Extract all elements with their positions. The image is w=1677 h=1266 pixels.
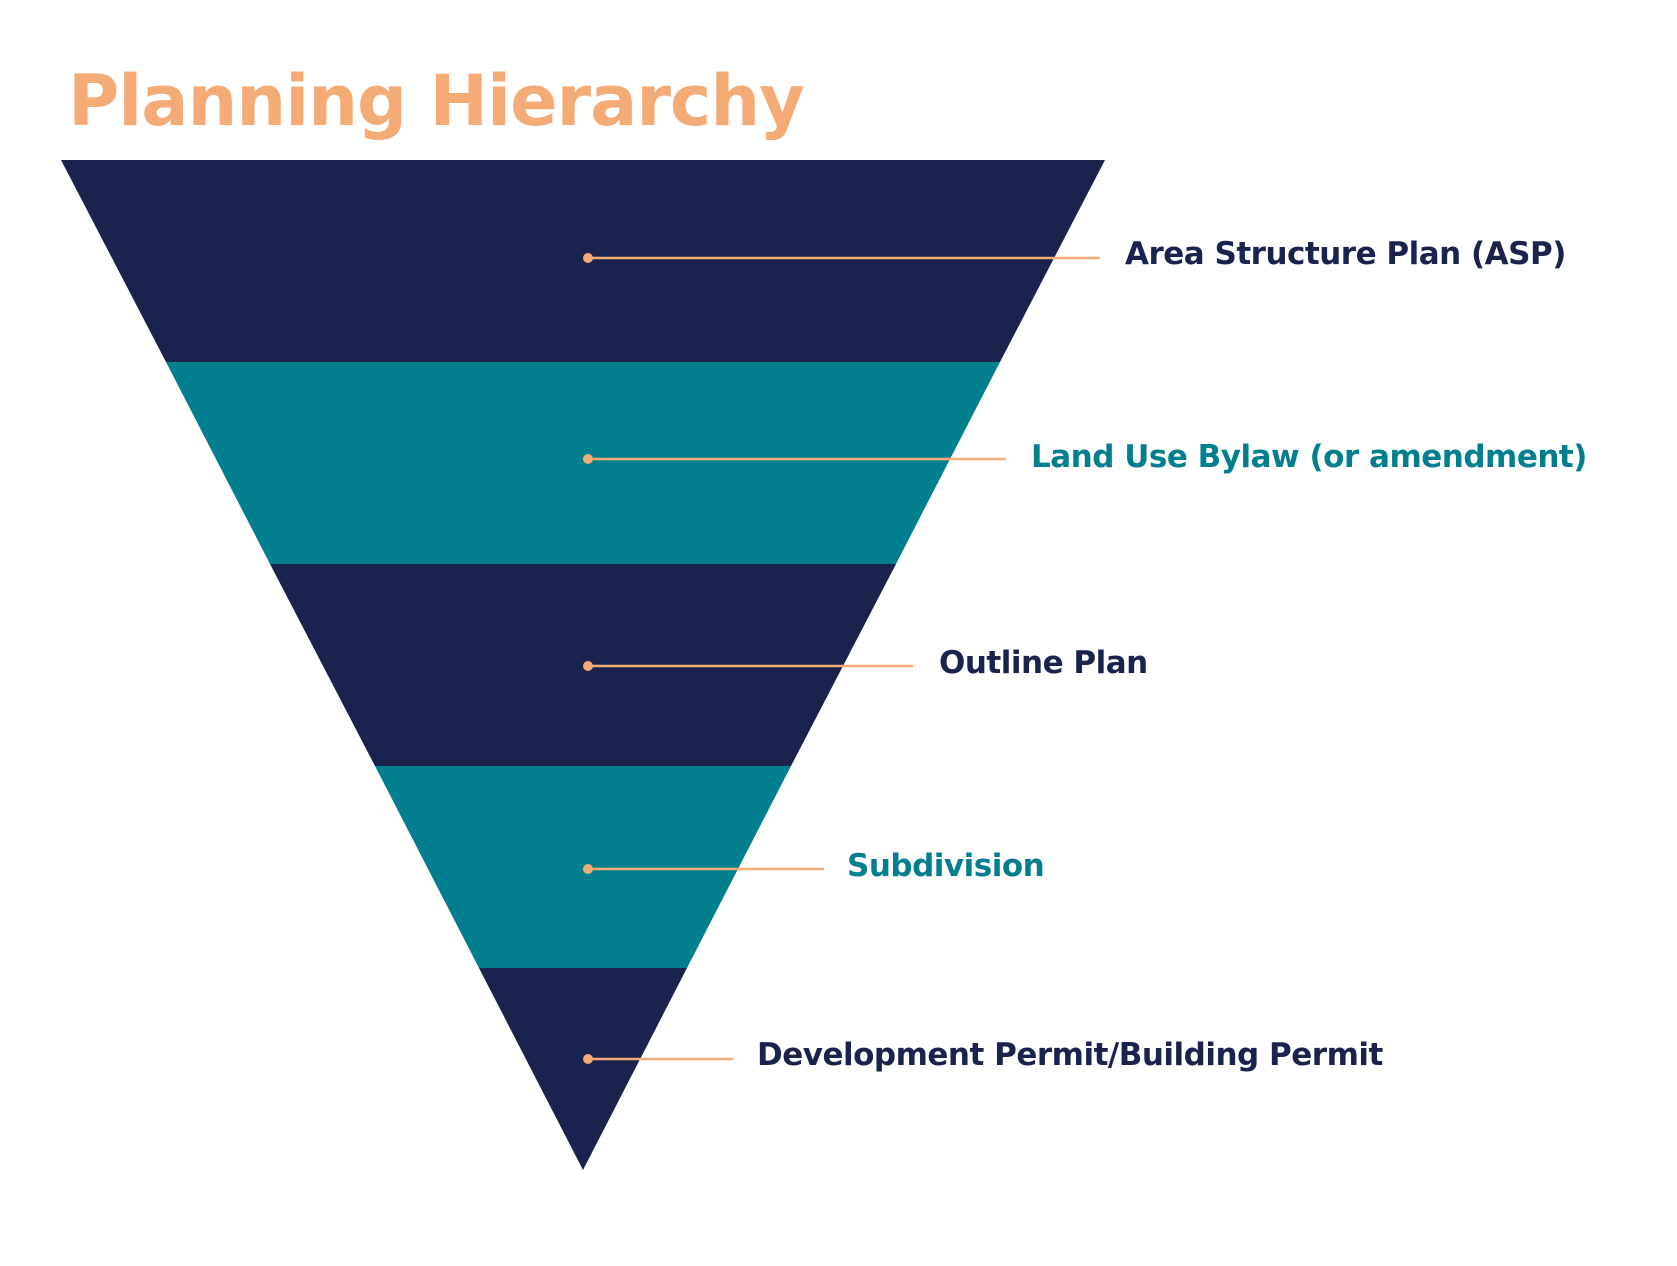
connector-dot-3: [583, 661, 593, 671]
connector-dot-5: [583, 1054, 593, 1064]
connector-dot-1: [583, 253, 593, 263]
level-label-5: Development Permit/Building Permit: [757, 1037, 1383, 1073]
level-band-5: [479, 968, 687, 1170]
connector-dot-4: [583, 864, 593, 874]
connector-dot-2: [583, 454, 593, 464]
level-label-4: Subdivision: [847, 848, 1045, 884]
level-label-2: Land Use Bylaw (or amendment): [1031, 439, 1587, 475]
level-band-2: [166, 362, 1000, 564]
level-label-3: Outline Plan: [939, 645, 1148, 681]
level-band-4: [375, 766, 791, 968]
level-label-1: Area Structure Plan (ASP): [1125, 236, 1566, 272]
page-title: Planning Hierarchy: [68, 60, 805, 142]
level-band-1: [61, 160, 1105, 362]
level-band-3: [270, 564, 896, 766]
